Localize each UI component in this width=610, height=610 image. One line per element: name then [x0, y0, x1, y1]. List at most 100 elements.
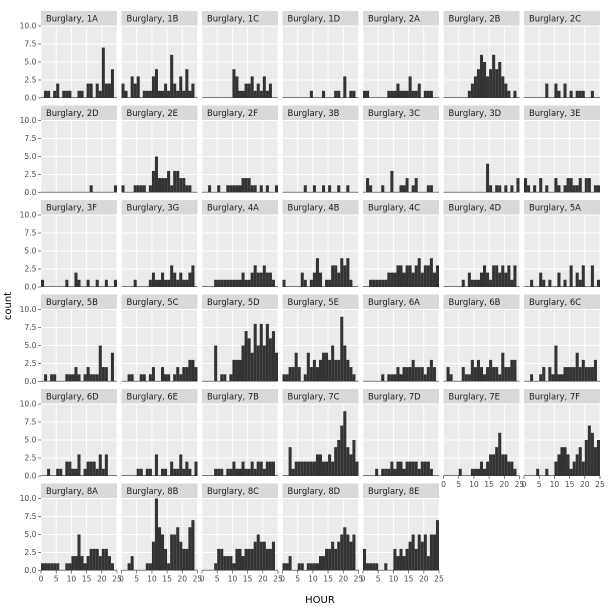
histogram-bar: [274, 352, 278, 382]
strip-background: [282, 483, 359, 499]
histogram-bar: [473, 76, 477, 98]
strip-label: Burglary, 3B: [288, 108, 340, 118]
histogram-bar: [318, 272, 323, 287]
histogram-bar: [513, 90, 517, 98]
strip-background: [524, 294, 600, 310]
histogram-bar: [560, 374, 564, 382]
histogram-bar: [470, 83, 474, 98]
histogram-bar: [56, 83, 60, 98]
x-tick-label: 20: [258, 575, 268, 584]
histogram-bar: [247, 178, 251, 193]
histogram-bar: [545, 468, 549, 476]
histogram-bar: [590, 90, 594, 98]
histogram-bar: [399, 90, 403, 98]
histogram-bar: [191, 520, 195, 571]
histogram-bar: [185, 461, 189, 476]
histogram-bar: [95, 468, 99, 476]
histogram-bar: [151, 367, 155, 382]
histogram-bar: [89, 374, 93, 382]
histogram-bar: [179, 541, 183, 571]
facet-panel: Burglary, 6D: [40, 389, 118, 477]
histogram-bar: [473, 279, 477, 287]
histogram-bar: [349, 541, 353, 571]
histogram-bar: [384, 279, 388, 287]
histogram-bar: [167, 279, 171, 287]
histogram-bar: [349, 454, 353, 476]
strip-background: [282, 105, 359, 121]
histogram-bar: [179, 374, 183, 382]
histogram-bar: [581, 461, 585, 476]
histogram-bar: [461, 367, 465, 382]
strip-background: [121, 11, 198, 26]
histogram-bar: [148, 468, 152, 476]
histogram-bar: [50, 563, 54, 571]
histogram-bar: [259, 541, 263, 571]
strip-background: [443, 389, 520, 404]
facet-panel: Burglary, 2A: [362, 11, 440, 99]
strip-background: [202, 11, 278, 26]
histogram-bar: [581, 359, 585, 382]
histogram-bar: [53, 374, 57, 382]
histogram-bar: [486, 76, 490, 98]
y-tick-label: 5.0: [24, 436, 36, 445]
histogram-bar: [121, 185, 125, 193]
histogram-bar: [414, 367, 418, 382]
histogram-bar: [315, 454, 319, 476]
histogram-bar: [220, 279, 224, 287]
x-tick-label: 20: [419, 575, 429, 584]
strip-background: [524, 389, 600, 404]
histogram-bar: [306, 461, 310, 476]
histogram-bar: [334, 359, 338, 382]
histogram-bar: [563, 185, 567, 193]
histogram-bar: [432, 367, 436, 382]
facet-panel: Burglary, 2F: [201, 105, 279, 193]
y-tick-label: 2.5: [24, 76, 36, 85]
strip-background: [282, 200, 359, 215]
x-tick-label: 10: [228, 575, 238, 584]
y-tick-label: 10.0: [20, 116, 37, 125]
histogram-bar: [151, 272, 155, 287]
histogram-bar: [366, 563, 370, 571]
strip-background: [202, 389, 278, 404]
x-tick-label: 10: [147, 575, 157, 584]
strip-label: Burglary, 3E: [529, 108, 580, 118]
histogram-bar: [408, 367, 412, 382]
histogram-bar: [164, 178, 168, 193]
histogram-bar: [176, 170, 180, 193]
histogram-bar: [214, 468, 218, 476]
histogram-bar: [489, 454, 493, 476]
histogram-bar: [223, 374, 227, 382]
y-tick-label: 10.0: [20, 400, 37, 409]
histogram-bar: [80, 556, 84, 571]
histogram-bar: [566, 367, 570, 382]
histogram-bar: [563, 447, 567, 476]
histogram-bar: [331, 265, 335, 287]
x-tick-label: 0: [119, 575, 124, 584]
histogram-bar: [179, 76, 183, 98]
facet-panel: Burglary, 8E: [362, 483, 440, 571]
histogram-bar: [390, 272, 394, 287]
histogram-bar: [429, 258, 433, 287]
histogram-bar: [259, 272, 263, 287]
histogram-bar: [372, 563, 376, 571]
histogram-bar: [464, 374, 468, 382]
histogram-bar: [247, 468, 251, 476]
histogram-bar: [265, 323, 269, 382]
histogram-bar: [235, 359, 239, 382]
histogram-bar: [510, 279, 514, 287]
histogram-bar: [596, 440, 600, 476]
strip-background: [121, 200, 198, 215]
y-tick-label: 5.0: [24, 247, 36, 256]
histogram-bar: [265, 461, 269, 476]
x-tick-label: 15: [82, 575, 92, 584]
histogram-bar: [92, 374, 96, 382]
histogram-bar: [167, 374, 171, 382]
histogram-bar: [139, 468, 143, 476]
histogram-bar: [176, 367, 180, 382]
histogram-bar: [65, 90, 69, 98]
histogram-bar: [182, 367, 186, 382]
histogram-bar: [539, 178, 543, 193]
histogram-bar: [148, 279, 152, 287]
histogram-bar: [44, 374, 48, 382]
histogram-bar: [504, 272, 508, 287]
